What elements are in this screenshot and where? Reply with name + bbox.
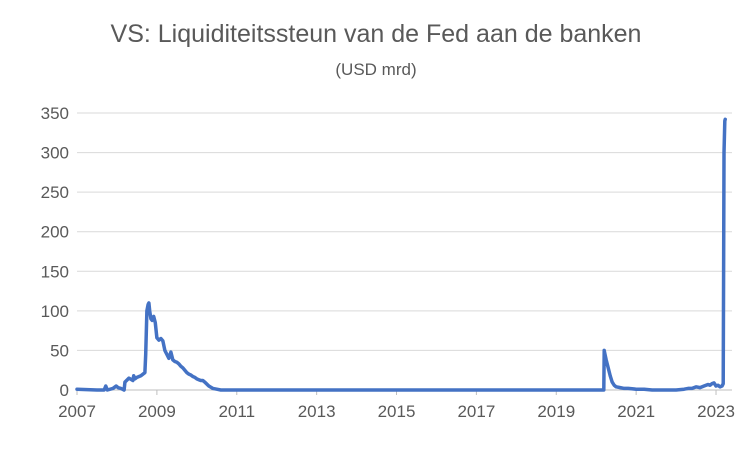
y-tick-label: 350 [41,104,69,123]
x-tick-label: 2017 [457,402,495,421]
y-tick-label: 300 [41,144,69,163]
chart-title: VS: Liquiditeitssteun van de Fed aan de … [110,20,642,48]
x-tick-label: 2007 [58,402,96,421]
x-tick-label: 2019 [537,402,575,421]
y-tick-label: 200 [41,223,69,242]
x-tick-label: 2011 [218,402,255,421]
y-tick-label: 100 [41,302,69,321]
x-tick-label: 2023 [697,402,735,421]
chart-subtitle: (USD mrd) [335,60,417,79]
x-tick-label: 2009 [138,402,176,421]
x-tick-label: 2015 [378,402,416,421]
y-tick-label: 150 [41,262,69,281]
y-tick-label: 250 [41,183,69,202]
y-tick-label: 0 [60,381,69,400]
x-tick-label: 2021 [617,402,655,421]
x-tick-label: 2013 [298,402,336,421]
series-line-0 [75,117,727,392]
y-tick-label: 50 [50,341,69,360]
